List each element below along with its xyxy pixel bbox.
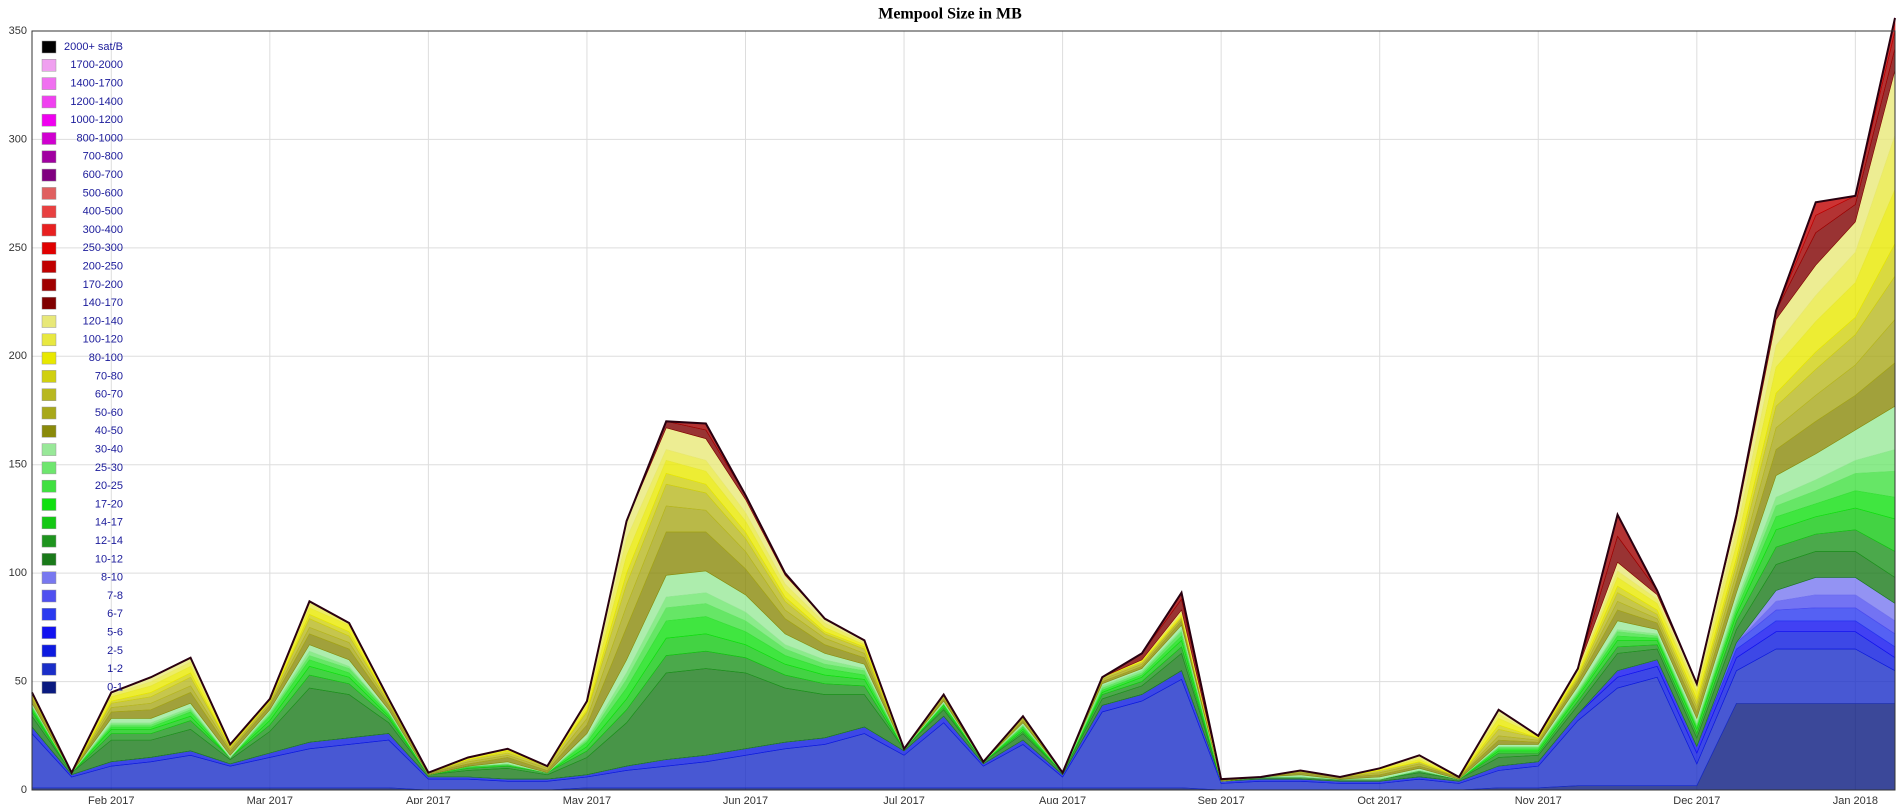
y-tick-label: 50 xyxy=(15,675,27,687)
x-tick-label: Dec 2017 xyxy=(1673,795,1720,804)
x-tick-label: Aug 2017 xyxy=(1039,795,1086,804)
legend-swatch xyxy=(41,59,57,72)
legend-label: 50-60 xyxy=(95,407,123,419)
legend-swatch xyxy=(41,370,57,383)
y-tick-label: 350 xyxy=(9,25,27,37)
legend-swatch xyxy=(41,278,57,292)
legend-swatch xyxy=(41,77,57,90)
legend-swatch xyxy=(41,296,57,310)
legend-swatch xyxy=(41,406,57,420)
legend-swatch xyxy=(41,589,57,603)
legend-swatch xyxy=(41,662,57,676)
legend-swatch xyxy=(41,315,57,328)
legend-label: 60-70 xyxy=(95,389,123,401)
legend-label: 14-17 xyxy=(95,517,123,529)
legend-label: 200-250 xyxy=(83,261,123,273)
y-tick-label: 0 xyxy=(21,784,27,796)
legend-label: 700-800 xyxy=(83,151,123,163)
legend-swatch xyxy=(41,168,57,182)
legend-label: 6-7 xyxy=(107,608,123,620)
legend-label: 600-700 xyxy=(83,169,123,181)
legend-label: 30-40 xyxy=(95,444,123,456)
legend-label: 70-80 xyxy=(95,370,123,382)
legend-swatch xyxy=(41,644,57,658)
x-tick-label: Mar 2017 xyxy=(247,795,293,804)
legend-label: 400-500 xyxy=(83,206,123,218)
legend-swatch xyxy=(41,516,57,530)
legend-swatch xyxy=(41,205,57,218)
x-tick-label: Apr 2017 xyxy=(406,795,451,804)
legend-label: 300-400 xyxy=(83,224,123,236)
x-tick-label: Jan 2018 xyxy=(1833,795,1878,804)
total-outline xyxy=(31,17,1896,781)
legend-label: 8-10 xyxy=(101,572,123,584)
legend-swatch xyxy=(41,626,57,639)
legend-label: 25-30 xyxy=(95,462,123,474)
legend-swatch xyxy=(41,351,57,365)
chart-title: Mempool Size in MB xyxy=(878,6,1022,23)
legend-label: 1400-1700 xyxy=(70,78,123,90)
legend-swatch xyxy=(41,333,57,347)
legend-swatch xyxy=(41,608,57,621)
legend-label: 2000+ sat/B xyxy=(64,41,123,53)
legend-label: 20-25 xyxy=(95,480,123,492)
legend-label: 170-200 xyxy=(83,279,123,291)
legend-swatch xyxy=(41,443,57,456)
x-tick-label: Jul 2017 xyxy=(883,795,925,804)
legend-label: 1-2 xyxy=(107,663,123,675)
y-tick-label: 150 xyxy=(9,459,27,471)
x-tick-label: Jun 2017 xyxy=(723,795,768,804)
legend-swatch xyxy=(41,132,57,145)
x-tick-label: Sep 2017 xyxy=(1198,795,1245,804)
legend-swatch xyxy=(41,534,57,548)
legend-label: 0-1 xyxy=(107,681,123,693)
legend-label: 140-170 xyxy=(83,297,123,309)
legend-swatch xyxy=(41,425,57,438)
legend-label: 7-8 xyxy=(107,590,123,602)
y-tick-label: 200 xyxy=(9,350,27,362)
legend-label: 40-50 xyxy=(95,425,123,437)
legend-label: 2-5 xyxy=(107,645,123,657)
x-tick-label: Feb 2017 xyxy=(88,795,134,804)
legend-swatch xyxy=(41,461,57,475)
legend-swatch xyxy=(41,388,57,401)
x-tick-label: Nov 2017 xyxy=(1515,795,1562,804)
legend-swatch xyxy=(41,40,57,54)
legend-swatch xyxy=(41,498,57,511)
legend-swatch xyxy=(41,479,57,493)
legend-label: 1000-1200 xyxy=(70,114,123,126)
legend-label: 17-20 xyxy=(95,498,123,510)
legend-swatch xyxy=(41,571,57,584)
legend-label: 80-100 xyxy=(89,352,123,364)
legend-label: 800-1000 xyxy=(77,132,124,144)
legend-swatch xyxy=(41,260,57,273)
legend-swatch xyxy=(41,681,57,694)
x-tick-label: May 2017 xyxy=(563,795,611,804)
x-tick-label: Oct 2017 xyxy=(1357,795,1402,804)
y-tick-label: 100 xyxy=(9,567,27,579)
legend-swatch xyxy=(41,150,57,164)
legend-label: 5-6 xyxy=(107,627,123,639)
legend-label: 1700-2000 xyxy=(70,59,123,71)
legend-swatch xyxy=(41,242,57,255)
legend-swatch xyxy=(41,187,57,200)
legend-label: 10-12 xyxy=(95,553,123,565)
legend-label: 250-300 xyxy=(83,242,123,254)
y-tick-label: 300 xyxy=(9,133,27,145)
legend-label: 500-600 xyxy=(83,187,123,199)
legend-label: 100-120 xyxy=(83,334,123,346)
legend-label: 1200-1400 xyxy=(70,96,123,108)
legend-swatch xyxy=(41,113,57,127)
y-tick-label: 250 xyxy=(9,242,27,254)
legend-swatch xyxy=(41,95,57,109)
legend-label: 12-14 xyxy=(95,535,123,547)
legend-label: 120-140 xyxy=(83,315,123,327)
legend-swatch xyxy=(41,223,57,237)
plot-border xyxy=(31,30,1896,791)
legend-swatch xyxy=(41,553,57,566)
